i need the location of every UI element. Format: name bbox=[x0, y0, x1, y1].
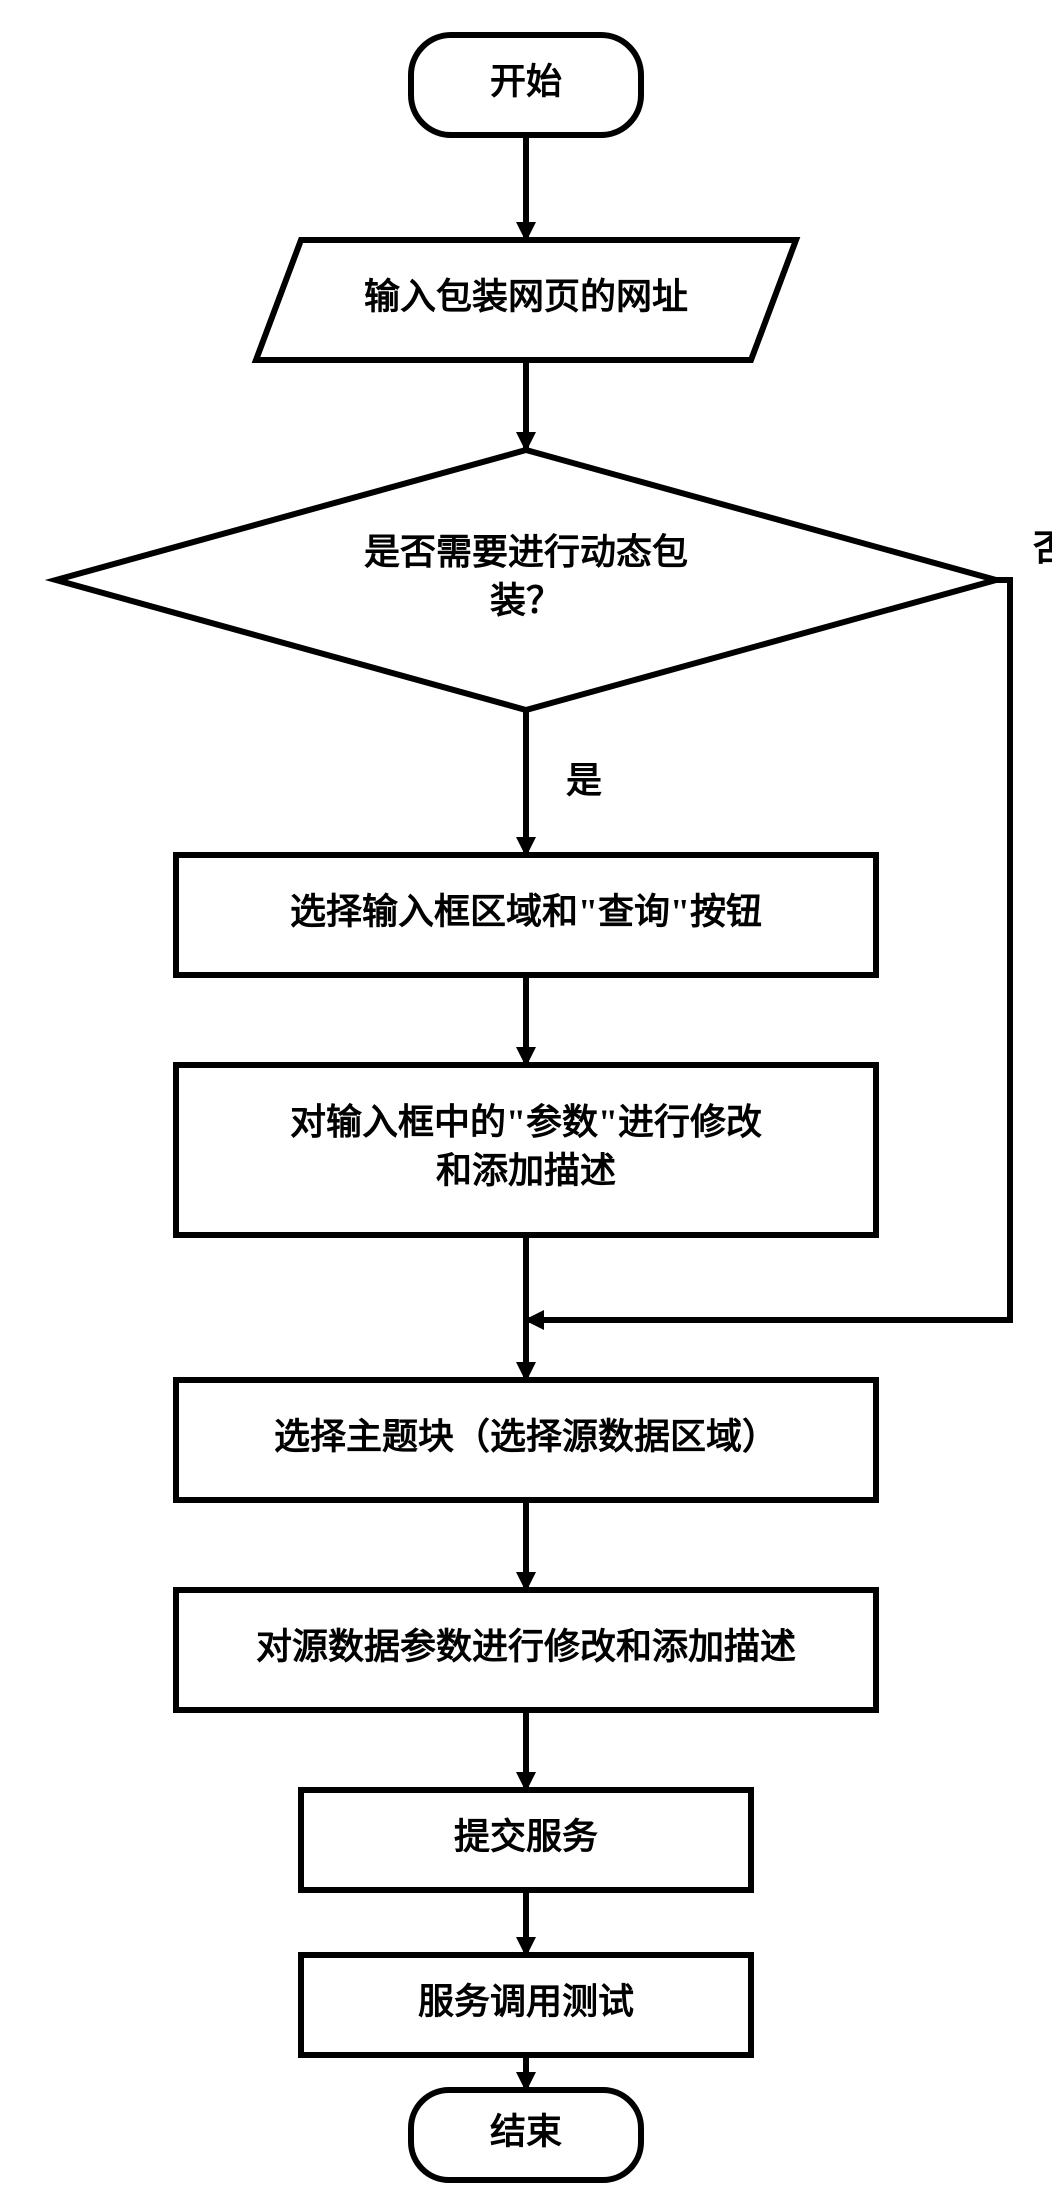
svg-text:对输入框中的"参数"进行修改: 对输入框中的"参数"进行修改 bbox=[290, 1102, 762, 1142]
svg-text:是否需要进行动态包: 是否需要进行动态包 bbox=[364, 532, 688, 572]
svg-text:开始: 开始 bbox=[490, 61, 562, 101]
svg-text:对源数据参数进行修改和添加描述: 对源数据参数进行修改和添加描述 bbox=[256, 1626, 796, 1666]
node-proc4: 对源数据参数进行修改和添加描述 bbox=[176, 1590, 876, 1710]
node-proc3: 选择主题块（选择源数据区域） bbox=[176, 1380, 876, 1500]
svg-text:和添加描述: 和添加描述 bbox=[436, 1151, 616, 1191]
node-end: 结束 bbox=[411, 2090, 641, 2180]
node-start: 开始 bbox=[411, 35, 641, 135]
svg-text:选择主题块（选择源数据区域）: 选择主题块（选择源数据区域） bbox=[274, 1416, 778, 1456]
svg-text:装？: 装？ bbox=[490, 581, 562, 621]
svg-text:输入包装网页的网址: 输入包装网页的网址 bbox=[364, 276, 688, 316]
svg-text:提交服务: 提交服务 bbox=[454, 1815, 598, 1856]
svg-text:选择输入框区域和"查询"按钮: 选择输入框区域和"查询"按钮 bbox=[290, 891, 762, 931]
node-decision: 是否需要进行动态包装？ bbox=[56, 450, 996, 710]
node-proc6: 服务调用测试 bbox=[301, 1955, 751, 2055]
svg-text:否: 否 bbox=[1033, 528, 1052, 568]
flowchart: 是否开始输入包装网页的网址是否需要进行动态包装？选择输入框区域和"查询"按钮对输… bbox=[0, 0, 1052, 2186]
svg-text:结束: 结束 bbox=[490, 2111, 562, 2151]
svg-text:服务调用测试: 服务调用测试 bbox=[418, 1981, 634, 2021]
node-input: 输入包装网页的网址 bbox=[256, 240, 796, 360]
node-proc1: 选择输入框区域和"查询"按钮 bbox=[176, 855, 876, 975]
node-proc5: 提交服务 bbox=[301, 1790, 751, 1890]
svg-text:是: 是 bbox=[566, 761, 602, 801]
node-proc2: 对输入框中的"参数"进行修改和添加描述 bbox=[176, 1065, 876, 1235]
